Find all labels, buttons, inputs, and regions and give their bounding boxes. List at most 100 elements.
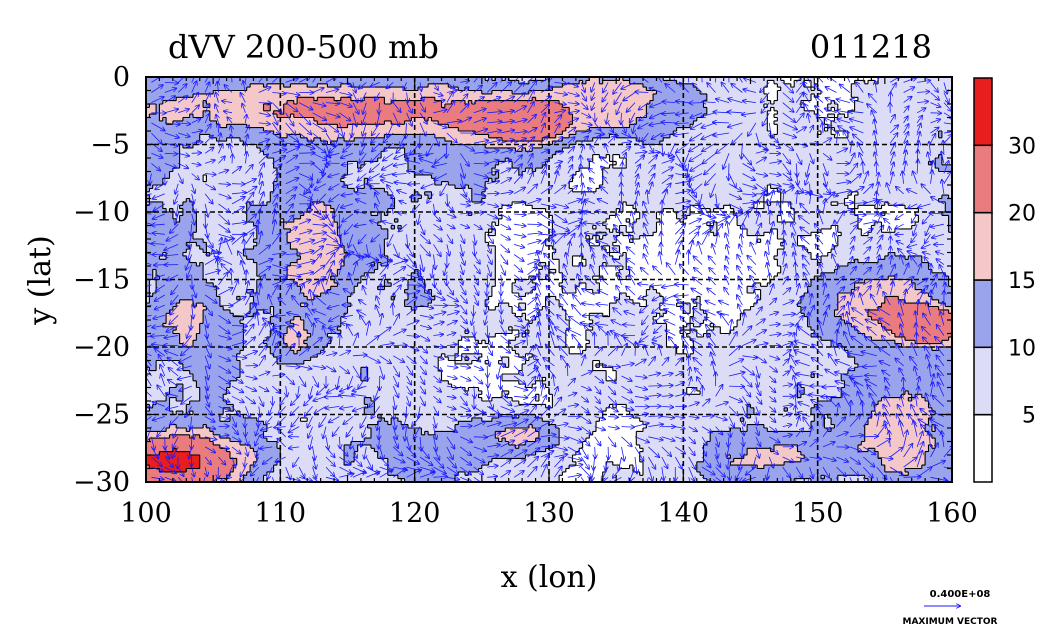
field-cell <box>491 417 543 422</box>
field-cell <box>367 178 436 183</box>
field-cell <box>639 215 658 220</box>
field-cell <box>737 218 778 223</box>
field-cell <box>700 205 725 210</box>
field-cell <box>367 181 436 186</box>
field-cell <box>243 326 275 331</box>
field-cell <box>770 448 775 453</box>
field-cell <box>559 259 574 264</box>
field-cell <box>777 235 799 240</box>
field-cell <box>199 458 238 463</box>
field-cell <box>774 276 815 281</box>
field-cell <box>884 326 952 331</box>
field-cell <box>585 282 600 287</box>
field-cell <box>767 428 812 432</box>
field-cell <box>367 374 443 378</box>
field-cell <box>364 438 500 443</box>
field-cell <box>831 124 952 129</box>
field-cell <box>384 120 392 125</box>
field-cell <box>256 279 295 284</box>
wind-vector <box>673 77 676 83</box>
field-cell <box>203 272 258 277</box>
field-cell <box>179 158 275 162</box>
field-cell <box>706 107 772 112</box>
x-axis-label: x (lon) <box>501 560 598 595</box>
field-cell <box>276 114 292 119</box>
field-cell <box>871 414 933 419</box>
field-cell <box>172 330 201 335</box>
field-cell <box>864 438 936 443</box>
field-cell <box>340 266 379 270</box>
field-cell <box>884 255 906 260</box>
field-cell <box>794 215 859 220</box>
field-cell <box>159 107 265 112</box>
field-cell <box>619 77 624 81</box>
field-cell <box>945 208 952 213</box>
field-cell <box>471 100 476 105</box>
field-cell <box>149 201 164 206</box>
field-cell <box>831 100 836 105</box>
field-cell <box>404 478 456 482</box>
wind-vector <box>473 305 474 315</box>
field-cell <box>747 289 755 294</box>
field-cell <box>512 286 537 291</box>
field-cell <box>612 228 617 233</box>
field-cell <box>156 282 214 287</box>
field-cell <box>313 296 349 301</box>
field-cell <box>810 411 872 416</box>
wind-vector <box>862 77 865 83</box>
field-cell <box>193 114 204 119</box>
field-cell <box>804 293 839 297</box>
field-cell <box>760 296 802 301</box>
field-cell <box>911 279 950 284</box>
field-cell <box>461 353 483 358</box>
field-cell <box>491 397 513 402</box>
field-cell <box>471 188 486 193</box>
field-cell <box>323 201 396 206</box>
field-cell <box>441 100 453 105</box>
field-cell <box>525 333 567 338</box>
field-cell <box>918 218 950 223</box>
field-cell <box>653 93 708 98</box>
colorbar-label: 10 <box>1008 336 1036 361</box>
field-cell <box>710 333 812 338</box>
field-cell <box>800 306 839 311</box>
field-cell <box>663 137 952 142</box>
field-cell <box>868 309 950 314</box>
field-cell <box>146 255 161 260</box>
field-cell <box>146 417 221 422</box>
field-cell <box>491 171 496 176</box>
field-cell <box>609 306 661 311</box>
field-cell <box>146 120 167 125</box>
field-cell <box>703 448 748 453</box>
field-cell <box>596 235 600 240</box>
field-cell <box>404 299 433 304</box>
field-cell <box>404 154 553 159</box>
wind-vector <box>650 88 662 93</box>
field-cell <box>780 266 839 270</box>
wind-vector <box>930 82 939 92</box>
field-cell <box>340 178 365 183</box>
field-cell <box>428 117 433 122</box>
field-cell <box>146 282 150 287</box>
field-cell <box>596 188 768 193</box>
field-cell <box>229 455 258 459</box>
field-cell <box>747 448 772 453</box>
wind-vector <box>782 82 793 92</box>
field-cell <box>938 306 952 311</box>
field-cell <box>404 151 557 156</box>
wind-vector <box>806 77 810 83</box>
field-cell <box>706 330 721 335</box>
field-cell <box>219 124 228 129</box>
y-tick-label: −5 <box>90 130 130 161</box>
field-cell <box>854 286 916 291</box>
field-cell <box>404 120 439 125</box>
field-cell <box>209 110 275 115</box>
field-cell <box>488 77 493 81</box>
field-cell <box>891 330 952 335</box>
wind-vector <box>353 82 356 92</box>
field-cell <box>733 326 812 331</box>
field-cell <box>612 404 617 409</box>
field-cell <box>518 370 607 375</box>
field-cell <box>518 303 527 308</box>
field-cell <box>344 245 386 250</box>
